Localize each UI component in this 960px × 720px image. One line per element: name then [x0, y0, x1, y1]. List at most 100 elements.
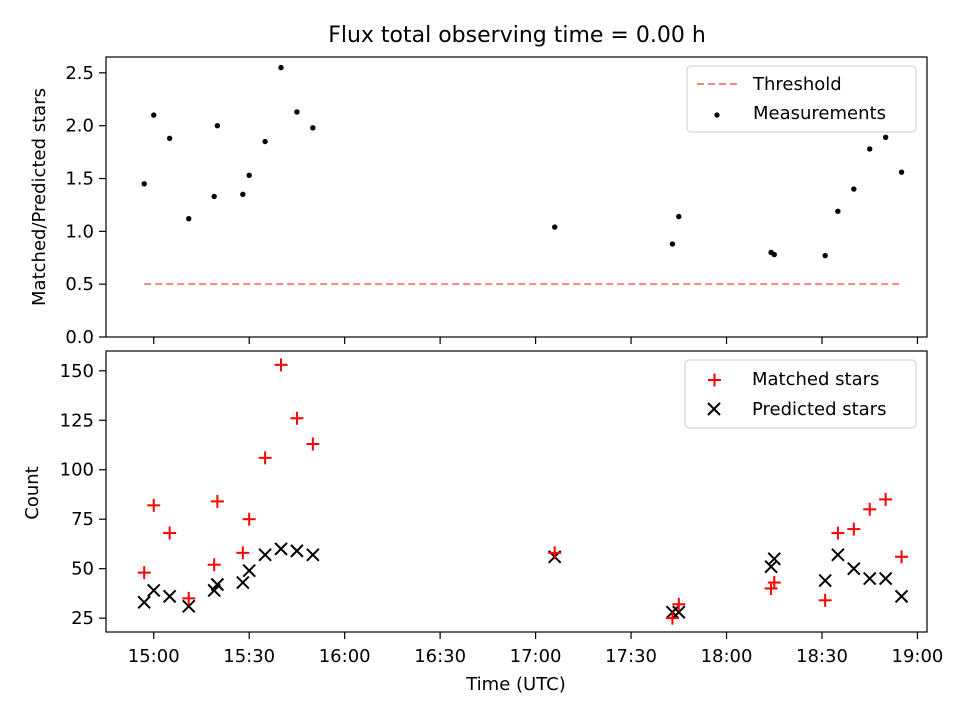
predicted-star-marker [767, 552, 781, 566]
matched-star-marker [163, 526, 177, 540]
x-tick-label: 17:00 [510, 646, 562, 667]
predicted-star-marker [182, 599, 196, 613]
predicted-star-marker [672, 605, 686, 619]
measurement-point [851, 186, 857, 192]
top-y-tick-label: 1.5 [65, 169, 94, 190]
x-tick-label: 19:00 [892, 646, 944, 667]
bottom-y-ticks: 25 50 75 100 125 150 [60, 361, 106, 629]
top-y-axis-label: Matched/Predicted stars [29, 88, 50, 306]
legend-threshold-label: Threshold [752, 74, 842, 95]
x-tick-label: 18:30 [796, 646, 848, 667]
count-points [137, 358, 909, 625]
bottom-legend-box [684, 359, 917, 429]
top-chart-title: Flux total observing time = 0.00 h [328, 23, 706, 48]
measurement-point [898, 169, 905, 175]
matched-star-marker [274, 358, 288, 372]
x-tick-label: 16:00 [319, 646, 371, 667]
predicted-star-marker [847, 561, 861, 576]
predicted-star-marker [242, 563, 256, 578]
matched-star-marker [147, 498, 161, 512]
legend-measurements-label: Measurements [753, 103, 886, 124]
measurement-point [211, 193, 217, 200]
legend-matched-label: Matched stars [752, 369, 879, 390]
top-x-ticks [153, 337, 919, 344]
top-legend: Threshold Measurements [686, 65, 917, 133]
measurement-point [278, 64, 284, 71]
predicted-star-marker [210, 577, 225, 592]
measurement-point [310, 125, 316, 131]
predicted-star-marker [306, 548, 320, 562]
bottom-plot-frame [105, 350, 928, 633]
top-y-ticks: 0.0 0.5 1.0 1.5 2.0 2.5 [65, 63, 106, 348]
bottom-y-tick-label: 125 [60, 410, 94, 431]
legend-predicted-label: Predicted stars [752, 399, 886, 420]
matched-star-marker [182, 591, 196, 605]
matched-star-marker [236, 546, 250, 560]
bottom-y-axis-label: Count [22, 466, 43, 519]
measurement-point [166, 135, 173, 142]
matched-star-marker [863, 502, 877, 516]
matched-star-marker [306, 437, 320, 451]
bottom-panel: 25 50 75 100 125 150 15:00 15:30 16:00 16:30 17:0… [22, 350, 944, 695]
measurement-point [246, 172, 252, 179]
x-tick-label: 15:30 [223, 646, 275, 667]
predicted-star-marker [162, 589, 177, 604]
measurement-point [867, 146, 873, 152]
predicted-star-marker [831, 548, 845, 562]
top-y-tick-label: 2.0 [65, 116, 94, 137]
matched-star-marker [207, 558, 221, 572]
legend-predicted-swatch [707, 402, 721, 416]
top-panel: 0.0 0.5 1.0 1.5 2.0 2.5 Matched/Predicted sta… [29, 56, 928, 348]
x-axis-label: Time (UTC) [465, 674, 566, 695]
bottom-legend: Matched stars Predicted stars [684, 359, 917, 429]
bottom-y-tick-label: 50 [71, 559, 94, 580]
measurement-point [294, 109, 300, 115]
bottom-y-tick-label: 75 [71, 509, 94, 530]
matched-star-marker [818, 593, 832, 607]
measurement-point [262, 138, 268, 145]
x-tick-label: 16:30 [414, 646, 466, 667]
measurement-point [141, 181, 147, 187]
top-y-tick-label: 0.0 [65, 327, 94, 348]
top-y-tick-label: 1.0 [65, 221, 94, 242]
predicted-star-marker [878, 571, 893, 586]
measurement-point [882, 134, 889, 141]
matched-star-marker [879, 492, 893, 506]
matched-star-marker [847, 522, 861, 536]
matched-star-marker [258, 451, 272, 465]
measurement-point [771, 251, 777, 258]
bottom-y-tick-label: 150 [60, 361, 94, 382]
matched-star-marker [548, 546, 562, 560]
legend-matched-swatch [708, 373, 721, 387]
matched-star-marker [672, 597, 686, 611]
measurement-points [141, 64, 905, 259]
predicted-star-marker [236, 575, 250, 590]
predicted-star-marker [258, 548, 272, 562]
x-tick-label: 17:30 [605, 646, 657, 667]
top-legend-box [686, 65, 917, 133]
predicted-star-marker [290, 544, 304, 558]
measurement-point [151, 112, 157, 118]
predicted-star-marker [863, 571, 877, 586]
x-tick-label: 18:00 [701, 646, 753, 667]
x-tick-label: 15:00 [128, 646, 180, 667]
matched-star-marker [290, 411, 304, 425]
measurement-point [186, 215, 192, 222]
predicted-star-marker [894, 589, 909, 604]
predicted-star-marker [137, 595, 151, 610]
matched-star-marker [764, 581, 778, 595]
top-plot-frame [105, 56, 928, 338]
legend-measurements-swatch [714, 112, 720, 118]
matched-star-marker [895, 550, 909, 564]
bottom-y-tick-label: 100 [60, 460, 94, 481]
top-y-tick-label: 0.5 [65, 274, 94, 295]
matched-star-marker [767, 576, 781, 590]
measurement-point [822, 252, 828, 259]
predicted-star-marker [147, 583, 161, 598]
matched-star-marker [831, 526, 845, 540]
measurement-point [214, 122, 221, 129]
bottom-y-tick-label: 25 [71, 608, 94, 629]
matched-star-marker [242, 512, 256, 526]
matched-star-marker [137, 566, 151, 580]
